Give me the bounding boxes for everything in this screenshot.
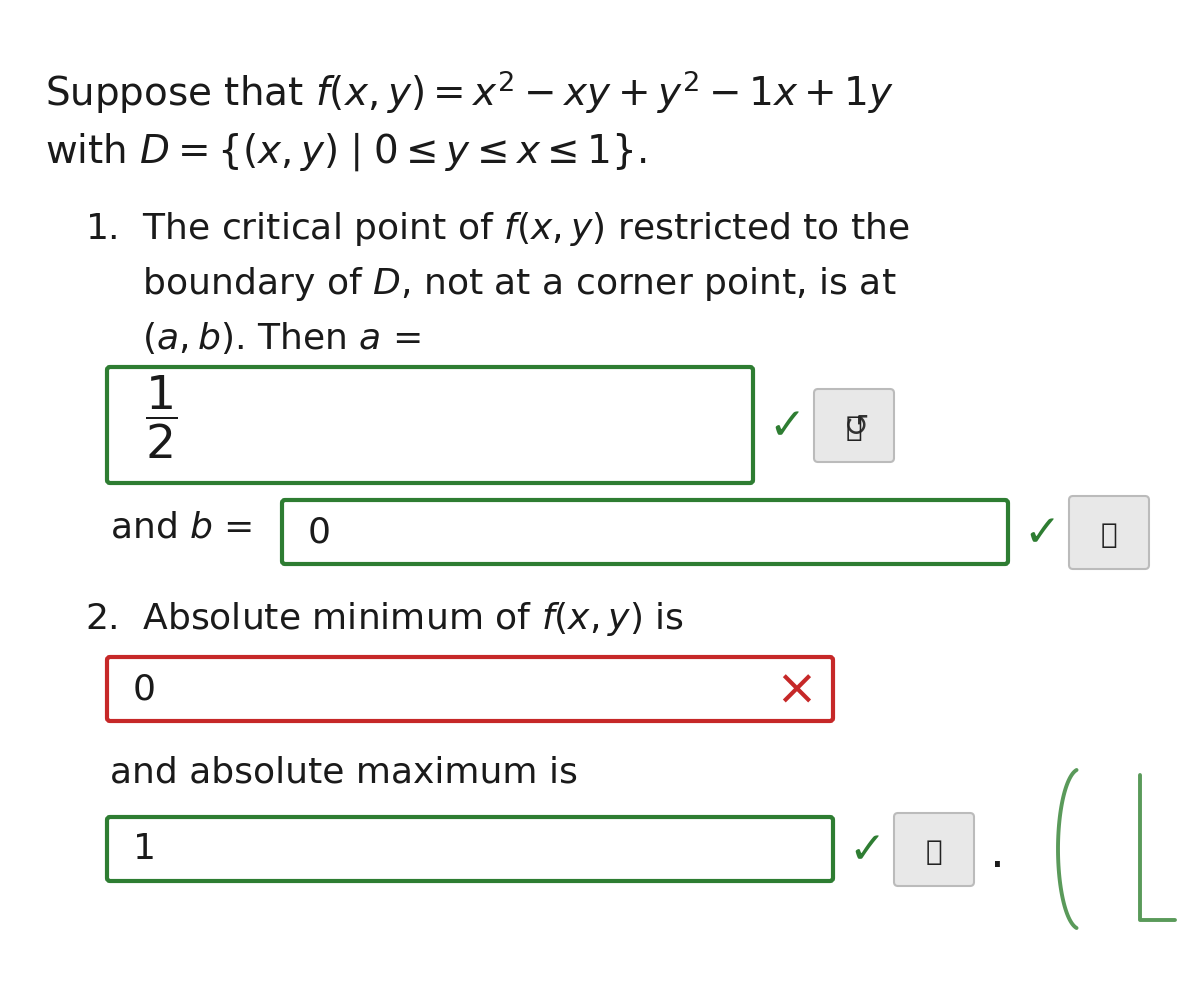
Text: .: . [990,832,1006,876]
Text: and absolute maximum is: and absolute maximum is [110,755,578,789]
Text: $0$: $0$ [307,515,330,549]
Text: 2.  Absolute minimum of $f(x, y)$ is: 2. Absolute minimum of $f(x, y)$ is [85,600,684,638]
Text: $\dfrac{1}{2}$: $\dfrac{1}{2}$ [145,374,178,461]
Text: $1$: $1$ [132,832,154,866]
FancyBboxPatch shape [107,367,754,483]
Text: $\checkmark$: $\checkmark$ [768,403,799,446]
Text: with $D = \{(x, y) \mid 0 \leq y \leq x \leq 1\}$.: with $D = \{(x, y) \mid 0 \leq y \leq x … [46,130,647,172]
FancyBboxPatch shape [814,389,894,462]
Text: ⚿: ⚿ [846,413,863,441]
Text: Suppose that $f(x, y) = x^2 - xy + y^2 - 1x + 1y$: Suppose that $f(x, y) = x^2 - xy + y^2 -… [46,68,894,116]
Text: $0$: $0$ [132,672,155,706]
Text: $\times$: $\times$ [775,665,812,713]
FancyBboxPatch shape [107,657,833,721]
Text: boundary of $D$, not at a corner point, is at: boundary of $D$, not at a corner point, … [85,265,896,303]
Text: ⚿: ⚿ [925,838,942,866]
Text: $(a, b)$. Then $a$ =: $(a, b)$. Then $a$ = [85,320,421,356]
Text: ⚿: ⚿ [1100,521,1117,549]
Text: $\checkmark$: $\checkmark$ [848,828,880,871]
FancyBboxPatch shape [107,817,833,881]
FancyBboxPatch shape [1069,496,1150,569]
Text: $\checkmark$: $\checkmark$ [1022,511,1055,554]
Text: and $b$ =: and $b$ = [110,510,252,544]
Text: $\circlearrowleft$: $\circlearrowleft$ [839,411,870,440]
FancyBboxPatch shape [282,500,1008,564]
FancyBboxPatch shape [894,813,974,886]
Text: 1.  The critical point of $f(x, y)$ restricted to the: 1. The critical point of $f(x, y)$ restr… [85,210,910,248]
